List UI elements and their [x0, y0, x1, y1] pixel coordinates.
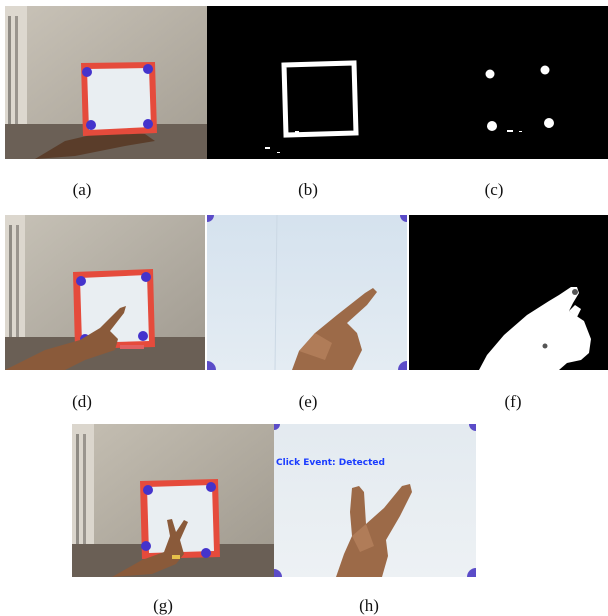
- panel-f-hand-mask: [409, 215, 608, 370]
- caption-g: (g): [153, 596, 173, 615]
- caption-e: (e): [298, 392, 318, 411]
- panel-c-marker-mask: [409, 6, 608, 159]
- panel-h-rectified-click: Click Event: Detected: [274, 424, 476, 577]
- caption-d: (d): [72, 392, 92, 411]
- caption-a: (a): [72, 180, 92, 199]
- caption-f: (f): [504, 392, 522, 411]
- caption-h: (h): [359, 596, 379, 615]
- caption-c: (c): [484, 180, 504, 199]
- click-event-overlay: Click Event: Detected: [276, 458, 385, 468]
- panel-e-rectified-pointing: [207, 215, 407, 370]
- panel-d-camera-pointing: [5, 215, 205, 370]
- panel-a-camera-frame: [5, 6, 207, 159]
- panel-b-frame-mask: [207, 6, 409, 159]
- panel-g-camera-v-gesture: [72, 424, 274, 577]
- caption-b: (b): [298, 180, 318, 199]
